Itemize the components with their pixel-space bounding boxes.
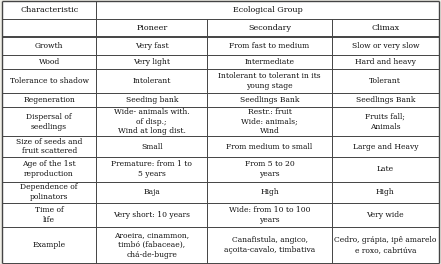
- Text: Dispersal of
seedlings: Dispersal of seedlings: [26, 113, 72, 130]
- Text: Seeding bank: Seeding bank: [126, 96, 178, 104]
- Text: Size of seeds and
fruit scattered: Size of seeds and fruit scattered: [16, 138, 82, 155]
- Text: Slow or very slow: Slow or very slow: [351, 42, 419, 50]
- Text: Intolerant: Intolerant: [133, 77, 171, 85]
- Text: Secondary: Secondary: [248, 24, 291, 32]
- Text: Small: Small: [141, 143, 163, 150]
- Text: Very fast: Very fast: [135, 42, 168, 50]
- Text: Wood: Wood: [38, 58, 60, 66]
- Text: Late: Late: [377, 165, 394, 173]
- Text: Very short: 10 years: Very short: 10 years: [113, 211, 190, 219]
- Text: Very wide: Very wide: [366, 211, 404, 219]
- Text: Time of
life: Time of life: [35, 206, 64, 224]
- Text: Wide- animals with.
of disp.;
Wind at long dist.: Wide- animals with. of disp.; Wind at lo…: [114, 108, 190, 135]
- Text: Example: Example: [33, 241, 66, 249]
- Text: Tolerance to shadow: Tolerance to shadow: [10, 77, 89, 85]
- Text: Canafistula, angico,
açoita-cavalo, timbativa: Canafistula, angico, açoita-cavalo, timb…: [224, 236, 315, 254]
- Text: Fruits fall;
Animals: Fruits fall; Animals: [365, 113, 405, 130]
- Text: Characteristic: Characteristic: [20, 6, 78, 14]
- Text: Hard and heavy: Hard and heavy: [355, 58, 416, 66]
- Text: Intolerant to tolerant in its
young stage: Intolerant to tolerant in its young stag…: [218, 72, 321, 90]
- Text: Aroeira, cinammon,
timbó (fabaceae),
chá-de-bugre: Aroeira, cinammon, timbó (fabaceae), chá…: [114, 231, 189, 259]
- Text: Very light: Very light: [133, 58, 170, 66]
- Text: Regeneration: Regeneration: [23, 96, 75, 104]
- Text: From 5 to 20
years: From 5 to 20 years: [245, 161, 295, 178]
- Text: Ecological Group: Ecological Group: [232, 6, 303, 14]
- Text: Seedlings Bank: Seedlings Bank: [240, 96, 299, 104]
- Text: Large and Heavy: Large and Heavy: [352, 143, 418, 150]
- Text: High: High: [376, 188, 395, 196]
- Text: Restr.: fruit
Wide: animals;
Wind: Restr.: fruit Wide: animals; Wind: [241, 108, 298, 135]
- Text: Climax: Climax: [371, 24, 400, 32]
- Text: Age of the 1st
reproduction: Age of the 1st reproduction: [22, 161, 76, 178]
- Text: From fast to medium: From fast to medium: [229, 42, 310, 50]
- Text: Wide: from 10 to 100
years: Wide: from 10 to 100 years: [229, 206, 310, 224]
- Text: Growth: Growth: [35, 42, 64, 50]
- Text: Premature: from 1 to
5 years: Premature: from 1 to 5 years: [111, 161, 192, 178]
- Text: Baja: Baja: [143, 188, 160, 196]
- Text: From medium to small: From medium to small: [227, 143, 313, 150]
- Text: Tolerant: Tolerant: [370, 77, 401, 85]
- Text: Pioneer: Pioneer: [136, 24, 168, 32]
- Text: High: High: [260, 188, 279, 196]
- Text: Intermediate: Intermediate: [245, 58, 295, 66]
- Text: Cedro, grápia, ipê amarelo
e roxo, cabriúva: Cedro, grápia, ipê amarelo e roxo, cabri…: [334, 236, 437, 254]
- Text: Seedlings Bank: Seedlings Bank: [355, 96, 415, 104]
- Text: Dependence of
polinators: Dependence of polinators: [20, 183, 78, 201]
